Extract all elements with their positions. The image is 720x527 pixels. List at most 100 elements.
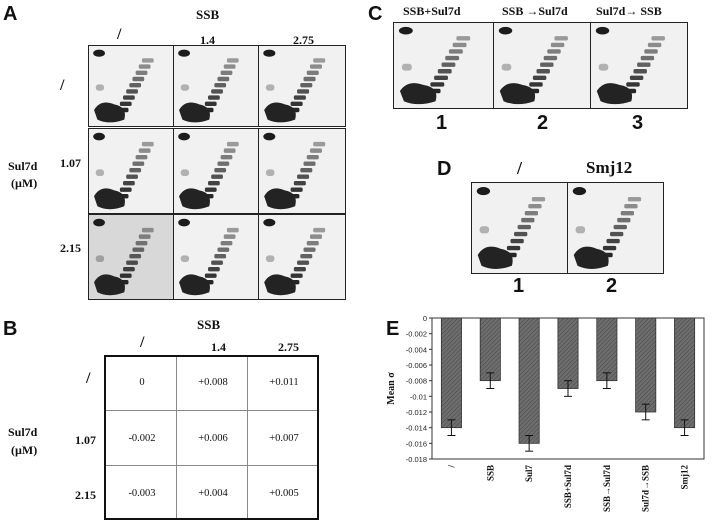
gel-c-lane-2 [493,22,591,109]
gel-band [543,55,558,61]
gel-band [135,70,148,75]
gel-well [93,132,105,141]
panel-d-letter: D [437,158,452,180]
gel-image [178,218,239,296]
gel-band [293,95,306,100]
gel-well [178,218,190,227]
table-cell: +0.011 [269,377,299,388]
gel-a-r0-c1 [173,45,259,127]
gel-blob [264,102,296,123]
bar-6 [674,317,696,429]
gel-band [135,240,148,246]
x-tick-label: Sul7 [524,465,534,483]
gel-image [263,218,326,296]
gel-band [300,83,313,88]
gel-band [214,83,227,88]
gel-band [602,245,617,251]
panel-a-letter: A [3,3,18,25]
bar-1 [479,317,501,382]
gel-a-r1-c1 [173,128,259,214]
gel-well [572,187,587,196]
gel-band [437,69,452,74]
table-vline [247,357,248,518]
table-cell: 0 [139,377,145,388]
panel-b-col-label-1: 1.4 [211,340,226,354]
gel-band [126,174,138,179]
gel-band [313,58,326,63]
gel-band [217,161,230,166]
panel-d-lane-number-2: 2 [606,275,618,297]
gel-smear [575,226,586,234]
table-cell: -0.003 [128,488,156,499]
gel-band [226,141,239,147]
gel-d-lane-2 [567,182,664,274]
gel-band [223,148,236,153]
gel-band [309,148,322,153]
gel-blob [94,188,125,210]
gel-well [93,218,105,227]
gel-band [510,238,524,244]
table-cell: +0.005 [269,488,299,499]
gel-band [132,247,145,252]
table-vline [176,357,177,518]
gel-a-r1-c2 [258,128,346,214]
panel-b-ssb-title: SSB [197,317,221,332]
gel-blob [179,102,210,123]
gel-band [540,62,554,67]
y-tick-label: -0.004 [406,345,427,354]
panel-c-letter: C [368,3,383,25]
gel-band [141,227,154,233]
gel-band [123,95,135,100]
table-hline [106,465,317,466]
gel-band [536,69,550,74]
gel-blob [179,188,210,210]
panel-a-sul7d-label: Sul7d [8,159,38,173]
gel-image [93,49,154,123]
bar-2 [518,317,540,444]
y-tick-label: -0.01 [410,392,427,401]
gel-well [178,132,190,141]
gel-blob [573,246,609,269]
gel-band [214,167,227,173]
gel-blob [596,83,633,105]
panel-e-letter: E [386,318,400,340]
gel-band [119,273,132,278]
gel-band [223,234,236,239]
table-hline [106,410,317,411]
panel-b-row-label-0: / [86,370,91,387]
bar-3 [557,317,579,389]
gel-band [528,203,542,209]
y-axis-label: Mean σ [386,372,397,405]
gel-band [617,217,631,223]
gel-blob [399,83,437,105]
gel-band [306,154,319,160]
gel-smear [265,169,275,177]
gel-image [572,187,642,269]
gel-image [595,26,665,105]
gel-c-lane-3 [590,22,688,109]
gel-band [524,210,539,216]
bar-0 [440,317,462,429]
gel-band [297,174,310,179]
panel-c-lane-number-3: 3 [632,112,644,134]
gel-smear [598,63,609,71]
gel-image [93,132,154,210]
gel-band [226,58,239,63]
gel-smear [180,84,190,91]
gel-c-lane-1 [393,22,494,109]
x-tick-label: Smj12 [680,465,690,490]
gel-band [529,82,543,87]
gel-band [208,180,220,186]
panel-b-letter: B [3,318,18,340]
gel-band [123,180,135,186]
x-tick-label: Sul7d→SSB [641,465,651,512]
gel-band [313,227,326,233]
y-tick-label: -0.018 [406,455,427,464]
panel-a-col-label-0: / [117,26,122,43]
panel-a-col-label-1: 1.4 [200,33,215,47]
gel-band [223,64,236,69]
gel-band [606,238,620,244]
gel-band [644,49,658,54]
gel-band [119,101,132,106]
gel-image [93,218,154,296]
